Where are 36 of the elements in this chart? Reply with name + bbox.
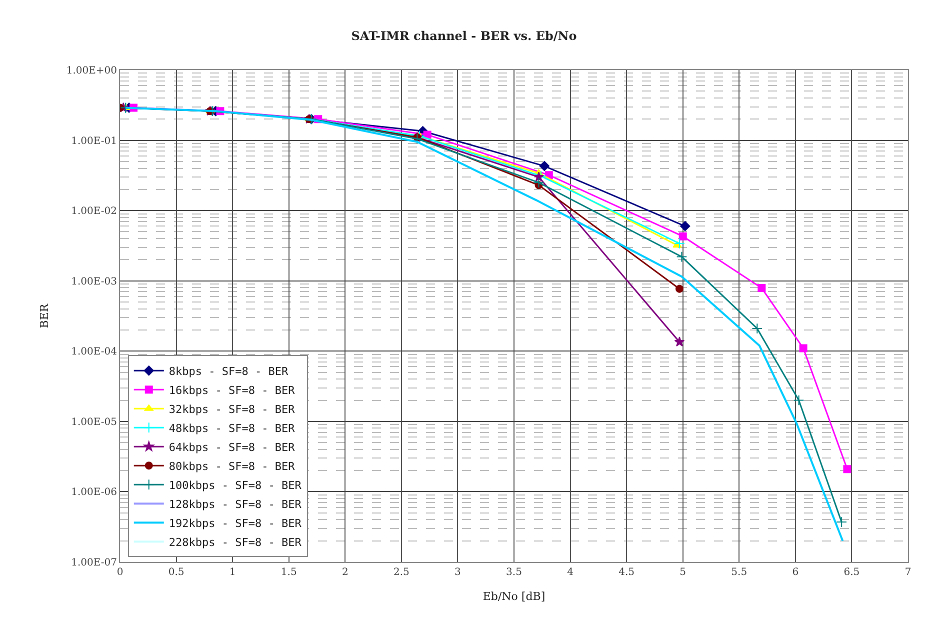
x-tick-label: 1	[229, 567, 236, 578]
x-tick-label: 2.5	[393, 567, 410, 578]
x-tick-label: 1.5	[280, 567, 297, 578]
legend-label: 100kbps - SF=8 - BER	[168, 478, 302, 492]
y-tick-label: 1.00E-03	[71, 276, 117, 288]
x-tick-label: 3	[454, 567, 461, 578]
x-tick-label: 0	[116, 567, 124, 578]
legend-label: 228kbps - SF=8 - BER	[168, 536, 302, 549]
y-tick-label: 1.00E-06	[71, 487, 117, 498]
y-tick-label: 1.00E+00	[66, 66, 117, 76]
chart-title: SAT-IMR channel - BER vs. Eb/No	[351, 29, 577, 43]
x-tick-label: 5.5	[731, 567, 748, 578]
y-tick-label: 1.00E-05	[71, 416, 117, 428]
x-tick-label: 6	[792, 567, 799, 578]
y-axis-title: BER	[38, 303, 51, 328]
y-tick-label: 1.00E-07	[71, 558, 117, 568]
legend-label: 8kbps - SF=8 - BER	[168, 364, 288, 378]
y-tick-label: 1.00E-04	[71, 346, 117, 358]
legend-label: 80kbps - SF=8 - BER	[168, 460, 296, 473]
legend-label: 48kbps - SF=8 - BER	[168, 422, 296, 435]
x-tick-label: 4.5	[618, 567, 635, 578]
legend-label: 192kbps - SF=8 - BER	[168, 516, 302, 530]
x-tick-label: 0.5	[168, 567, 184, 578]
x-axis-title: Eb/No [dB]	[482, 590, 546, 604]
legend-label: 128kbps - SF=8 - BER	[168, 498, 302, 511]
x-tick-label: 5	[680, 567, 686, 578]
y-tick-label: 1.00E-01	[71, 136, 117, 147]
x-tick-label: 4	[567, 567, 574, 578]
y-tick-label: 1.00E-02	[71, 206, 117, 218]
legend-label: 64kbps - SF=8 - BER	[168, 440, 296, 454]
legend-label: 32kbps - SF=8 - BER	[168, 402, 296, 416]
legend-label: 16kbps - SF=8 - BER	[168, 384, 296, 397]
x-tick-label: 7	[904, 567, 912, 578]
x-tick-label: 3.5	[506, 567, 522, 578]
x-tick-label: 6.5	[844, 567, 860, 578]
x-tick-label: 2	[342, 567, 348, 578]
